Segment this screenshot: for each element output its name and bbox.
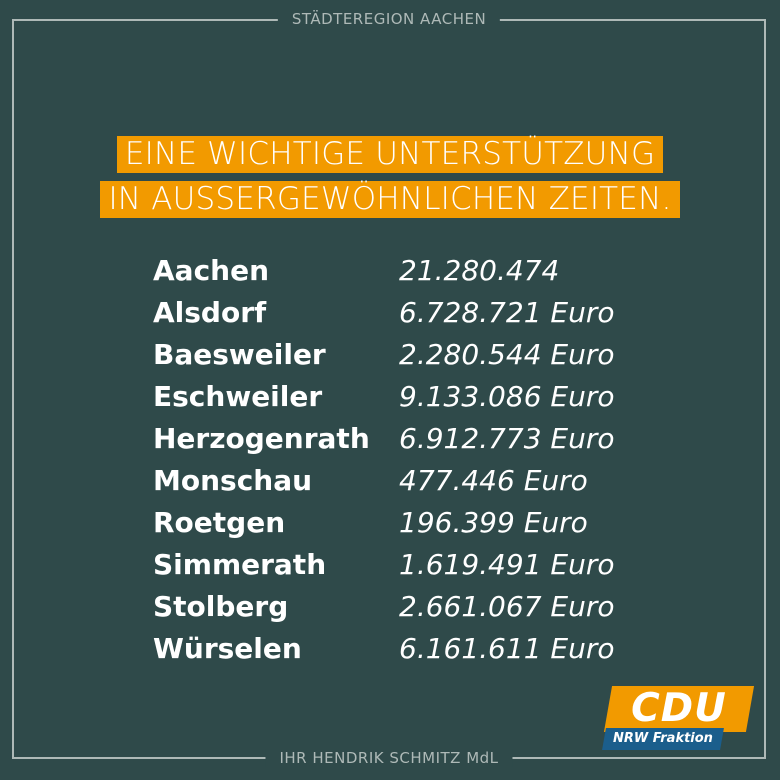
logo-party-box: CDU bbox=[603, 686, 755, 732]
region-label: STÄDTEREGION AACHEN bbox=[277, 10, 501, 28]
logo-subtitle-box: NRW Fraktion bbox=[602, 728, 724, 750]
funding-amount: 9.133.086 Euro bbox=[399, 380, 615, 413]
funding-amount: 2.280.544 Euro bbox=[399, 338, 615, 371]
funding-amount: 6.161.611 Euro bbox=[399, 632, 615, 665]
headline-text-2: IN AUSSERGEWÖHNLICHEN ZEITEN. bbox=[100, 181, 680, 218]
funding-amount: 2.661.067 Euro bbox=[399, 590, 615, 623]
headline-text-1: EINE WICHTIGE UNTERSTÜTZUNG bbox=[116, 136, 664, 173]
city-name: Monschau bbox=[153, 464, 313, 497]
funding-amount: 1.619.491 Euro bbox=[399, 548, 615, 581]
city-name: Herzogenrath bbox=[153, 422, 370, 455]
city-name: Würselen bbox=[153, 632, 302, 665]
logo-party-text: CDU bbox=[631, 686, 727, 731]
city-name: Eschweiler bbox=[153, 380, 323, 413]
city-name: Aachen bbox=[153, 254, 270, 287]
city-name: Stolberg bbox=[153, 590, 289, 623]
funding-amount: 196.399 Euro bbox=[399, 506, 588, 539]
frame-border: STÄDTEREGION AACHEN IHR HENDRIK SCHMITZ … bbox=[12, 10, 766, 767]
logo-subtitle-text: NRW Fraktion bbox=[613, 731, 713, 746]
city-name: Baesweiler bbox=[153, 338, 326, 371]
funding-amount: 6.728.721 Euro bbox=[399, 296, 615, 329]
funding-amount: 21.280.474 bbox=[399, 254, 560, 287]
city-name: Simmerath bbox=[153, 548, 327, 581]
headline-line-2: IN AUSSERGEWÖHNLICHEN ZEITEN. bbox=[0, 181, 780, 218]
cdu-logo: CDU NRW Fraktion bbox=[602, 686, 755, 752]
funding-amount: 477.446 Euro bbox=[399, 464, 588, 497]
headline-line-1: EINE WICHTIGE UNTERSTÜTZUNG bbox=[0, 136, 780, 173]
city-name: Alsdorf bbox=[153, 296, 267, 329]
funding-amount: 6.912.773 Euro bbox=[399, 422, 615, 455]
city-name: Roetgen bbox=[153, 506, 286, 539]
author-label: IHR HENDRIK SCHMITZ MdL bbox=[265, 749, 513, 767]
